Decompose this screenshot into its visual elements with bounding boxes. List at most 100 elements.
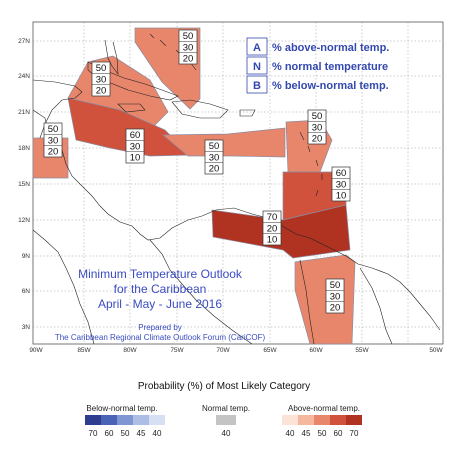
- legend-tick: 40: [153, 429, 162, 438]
- lat-label: 3N: [22, 324, 31, 331]
- prob-box-guianas: 50 30 20: [325, 278, 345, 314]
- above-value: 50: [312, 111, 323, 122]
- legend-above-label: Above-normal temp.: [288, 404, 360, 413]
- legend-below-ticks: 70 60 50 45 40: [89, 429, 162, 438]
- above-value: 60: [336, 168, 347, 179]
- legend-swatch: [101, 415, 117, 425]
- prob-box-bahamas-east: 50 30 20: [178, 29, 198, 65]
- key-letter-box-b: [246, 75, 268, 94]
- legend-swatch: [133, 415, 149, 425]
- key-letter-b: B: [253, 80, 261, 92]
- lon-label: 85W: [77, 347, 91, 354]
- below-value: 10: [336, 191, 347, 202]
- legend-swatch: [330, 415, 346, 425]
- legend-above-swatches: [282, 415, 362, 425]
- normal-value: 30: [209, 152, 220, 163]
- prob-box-abc-trinidad: 70 20 10: [262, 210, 282, 246]
- legend-swatch: [346, 415, 362, 425]
- key-letter-n: N: [253, 61, 261, 73]
- prob-box-bahamas-west-cuba: 50 30 20: [91, 61, 111, 97]
- below-value: 20: [96, 86, 107, 97]
- map-title-block: Minimum Temperature Outlook for the Cari…: [55, 267, 266, 342]
- above-value: 50: [330, 280, 341, 291]
- normal-value: 30: [96, 74, 107, 85]
- legend-below-swatches: [85, 415, 165, 425]
- lat-label: 27N: [18, 38, 30, 45]
- legend-swatch: [298, 415, 314, 425]
- prob-box-cayman-jamaica: 60 30 10: [125, 128, 145, 164]
- above-value: 50: [96, 63, 107, 74]
- legend-tick: 60: [334, 429, 343, 438]
- prob-box-frame: [178, 29, 198, 65]
- above-value: 50: [209, 141, 220, 152]
- prob-box-frame: [331, 166, 351, 202]
- below-value: 20: [48, 147, 59, 158]
- legend-swatch: [149, 415, 165, 425]
- region-hispaniola-pr: [162, 127, 286, 158]
- normal-value: 20: [267, 223, 278, 234]
- key-letter-box-a: [246, 37, 268, 56]
- legend-tick: 40: [222, 429, 231, 438]
- legend-title: Probability (%) of Most Likely Category: [138, 381, 310, 392]
- legend-swatch: [282, 415, 298, 425]
- lon-label: 50W: [429, 347, 443, 354]
- prob-box-hispaniola-pr: 50 30 20: [204, 139, 224, 175]
- above-value: 60: [130, 130, 141, 141]
- coastlines: [32, 33, 441, 345]
- legend-tick: 70: [89, 429, 98, 438]
- normal-value: 30: [183, 42, 194, 53]
- prob-box-frame: [204, 139, 224, 175]
- lon-labels: 90W 85W 80W 75W 70W 65W 60W 55W 50W: [29, 347, 443, 354]
- prob-box-frame: [125, 128, 145, 164]
- prob-box-leeward-islands: 50 30 20: [307, 109, 327, 145]
- normal-value: 30: [336, 179, 347, 190]
- normal-value: 30: [48, 135, 59, 146]
- lon-label: 55W: [355, 347, 369, 354]
- key-letter-box-n: [246, 56, 268, 75]
- legend-tick: 40: [286, 429, 295, 438]
- region-cayman-jamaica: [67, 97, 191, 157]
- map-title-line-1: Minimum Temperature Outlook: [78, 267, 243, 281]
- legend-above-ticks: 40 45 50 60 70: [286, 429, 359, 438]
- below-value: 20: [183, 54, 194, 65]
- prob-box-windward-islands: 60 30 10: [331, 166, 351, 202]
- lon-label: 65W: [263, 347, 277, 354]
- legend-swatch: [85, 415, 101, 425]
- legend-tick: 45: [302, 429, 311, 438]
- category-key: A % above-normal temp. N % normal temper…: [246, 37, 389, 94]
- below-value: 10: [130, 153, 141, 164]
- prob-box-frame: [43, 122, 63, 158]
- map-title-line-3: April - May - June 2016: [98, 297, 222, 311]
- below-value: 10: [267, 235, 278, 246]
- prob-box-frame: [307, 109, 327, 145]
- legend-tick: 50: [121, 429, 130, 438]
- legend-swatch: [117, 415, 133, 425]
- lat-label: 24N: [18, 73, 30, 80]
- above-value: 70: [267, 212, 278, 223]
- lon-label: 80W: [123, 347, 137, 354]
- legend-tick: 50: [318, 429, 327, 438]
- legend-tick: 60: [105, 429, 114, 438]
- lon-label: 75W: [170, 347, 184, 354]
- above-value: 50: [48, 124, 59, 135]
- credit-line-2: The Caribbean Regional Climate Outlook F…: [55, 333, 266, 342]
- key-text-a: % above-normal temp.: [272, 42, 389, 54]
- lat-label: 9N: [22, 253, 31, 260]
- lat-label: 18N: [18, 145, 30, 152]
- key-text-b: % below-normal temp.: [272, 80, 389, 92]
- lon-label: 90W: [29, 347, 43, 354]
- lat-label: 12N: [18, 217, 30, 224]
- normal-value: 30: [130, 141, 141, 152]
- lon-label: 70W: [216, 347, 230, 354]
- key-text-n: % normal temperature: [272, 61, 388, 73]
- lat-label: 15N: [18, 181, 30, 188]
- prob-box-frame: [91, 61, 111, 97]
- legend-below-label: Below-normal temp.: [86, 404, 157, 413]
- below-value: 20: [209, 164, 220, 175]
- legend-normal-label: Normal temp.: [202, 404, 250, 413]
- prob-box-frame: [325, 278, 345, 314]
- lat-label: 21N: [18, 109, 30, 116]
- lat-labels: 27N 24N 21N 18N 15N 12N 9N 6N 3N: [18, 38, 30, 331]
- prob-box-belize: 50 30 20: [43, 122, 63, 158]
